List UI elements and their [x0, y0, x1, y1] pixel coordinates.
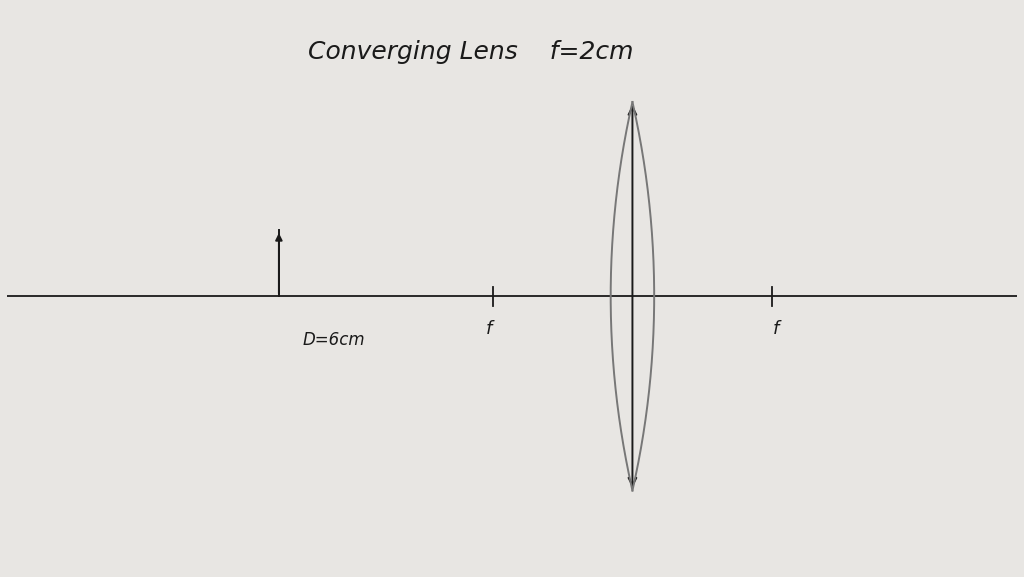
Text: Converging Lens    f=2cm: Converging Lens f=2cm [308, 40, 634, 65]
Text: f: f [485, 320, 492, 338]
Text: f: f [773, 320, 779, 338]
Text: D=6cm: D=6cm [302, 331, 365, 349]
